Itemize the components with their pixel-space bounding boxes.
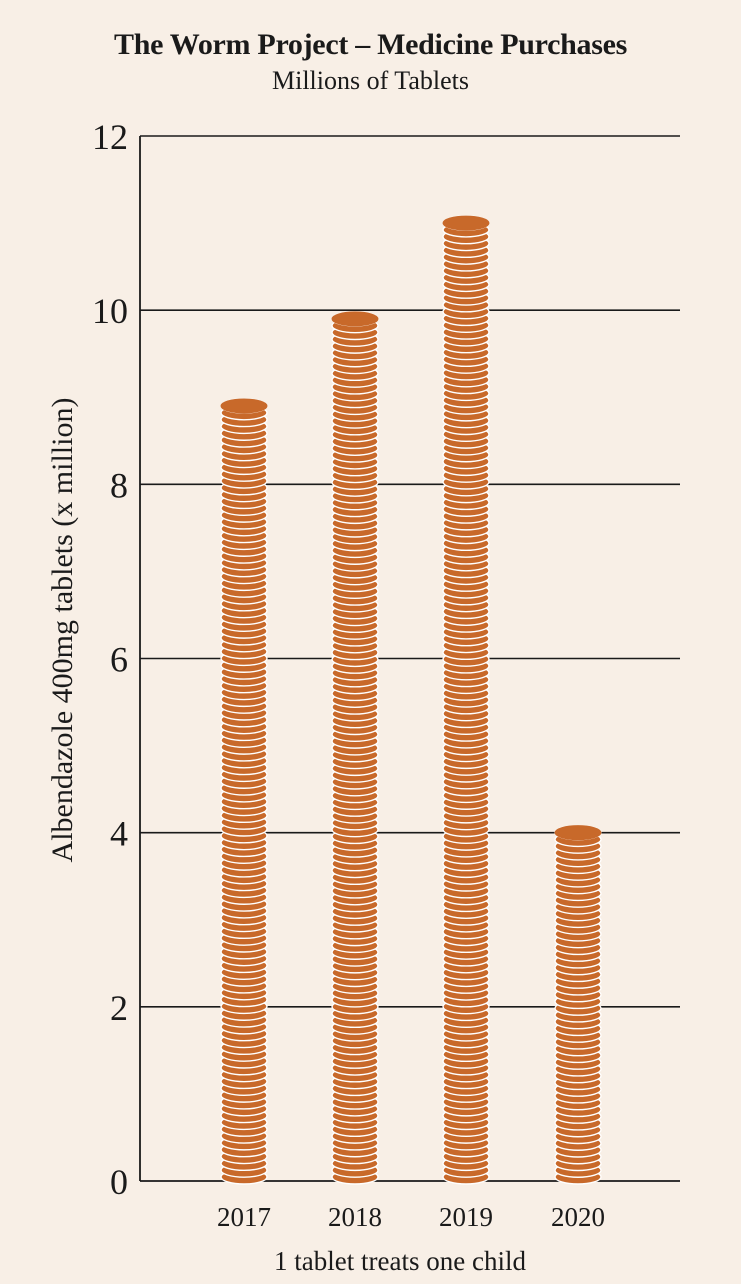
chart-subtitle: Millions of Tablets xyxy=(271,66,470,95)
bars xyxy=(220,215,602,1185)
y-tick-label: 0 xyxy=(110,1162,128,1202)
tablet-top xyxy=(554,825,602,841)
y-tick-label: 6 xyxy=(110,640,128,680)
chart-title: The Worm Project – Medicine Purchases xyxy=(114,28,627,61)
x-tick-label: 2017 xyxy=(217,1202,271,1232)
bar-2020 xyxy=(554,824,602,1185)
y-tick-label: 2 xyxy=(110,988,128,1028)
y-tick-label: 4 xyxy=(110,814,128,854)
bar-2018 xyxy=(331,311,379,1185)
bar-2017 xyxy=(220,398,268,1185)
tablet-top xyxy=(442,215,490,231)
x-tick-label: 2018 xyxy=(328,1202,382,1232)
y-tick-label: 10 xyxy=(92,291,128,331)
bar-2019 xyxy=(442,215,490,1185)
tablet-top xyxy=(331,311,379,327)
x-tick-labels: 2017 2018 2019 2020 xyxy=(217,1202,605,1232)
y-tick-label: 12 xyxy=(92,117,128,157)
y-axis-label: Albendazole 400mg tablets (x million) xyxy=(46,398,79,863)
footnote: 1 tablet treats one child xyxy=(274,1246,526,1276)
y-tick-labels: 0 2 4 6 8 10 12 xyxy=(92,117,128,1202)
x-tick-label: 2019 xyxy=(439,1202,493,1232)
x-tick-label: 2020 xyxy=(551,1202,605,1232)
y-tick-label: 8 xyxy=(110,465,128,505)
tablet-top xyxy=(220,398,268,414)
